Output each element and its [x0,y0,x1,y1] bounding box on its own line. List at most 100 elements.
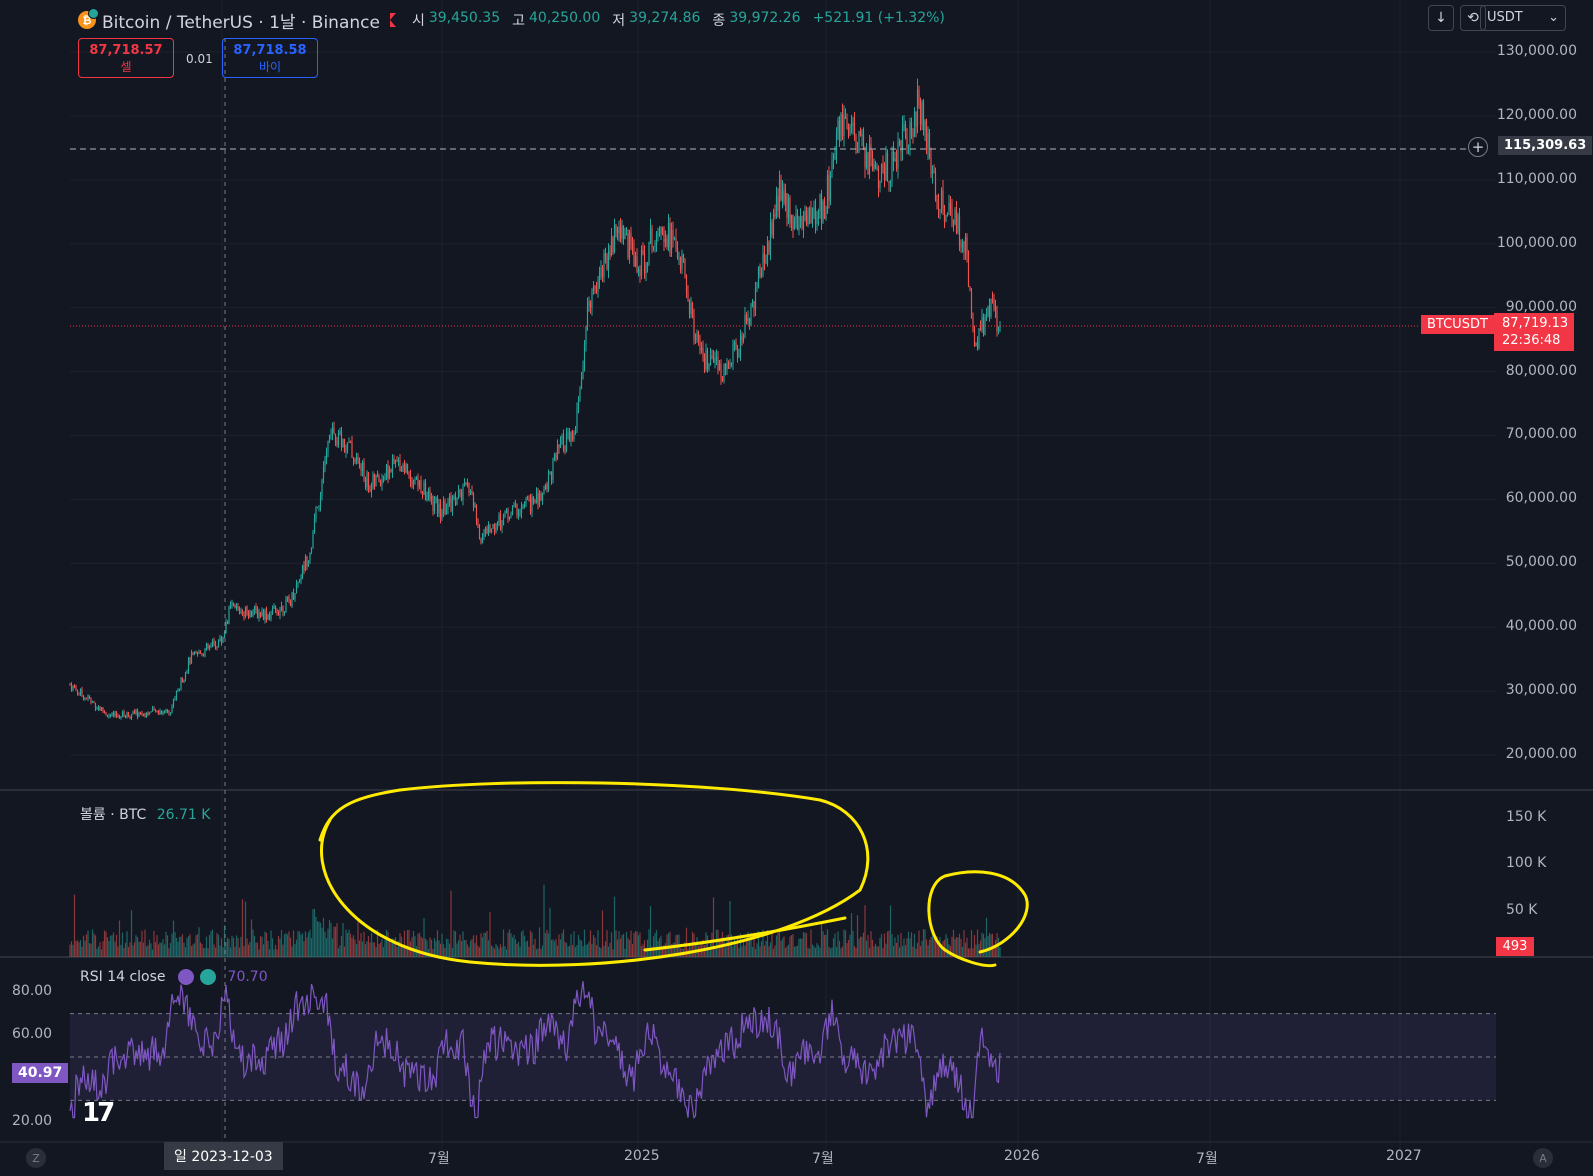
candle-body [118,716,121,719]
volume-bar [883,933,886,957]
volume-bar [573,931,575,957]
candle-body [85,698,88,700]
volume-bar [660,935,662,957]
time-tick-label: 7월 [428,1151,450,1167]
candle-body [585,326,587,344]
download-button[interactable]: ↓ [1428,5,1454,31]
volume-bar [204,947,206,957]
volume-bar [712,897,715,957]
volume-bar [144,929,146,957]
volume-bar [747,931,749,957]
candle-body [838,120,841,142]
candle-body [855,136,857,150]
volume-bar [979,940,982,957]
volume-bar [556,945,559,957]
volume-tick-label: 150 K [1506,809,1547,825]
candle-body [204,649,206,656]
candle-body [75,687,77,691]
volume-bar [435,940,437,957]
volume-bar [795,946,797,957]
candle-body [411,481,413,486]
currency-select[interactable]: USDT ⌄ [1480,5,1566,31]
sell-button[interactable]: 87,718.57 셀 [78,38,174,78]
candle-body [859,131,862,136]
currency-value: USDT [1487,10,1523,25]
time-tick-label: 7월 [812,1151,834,1167]
volume-bar [879,937,881,957]
candle-body [745,314,748,321]
candle-body [906,135,908,148]
candle-body [921,101,923,125]
candle-body [795,214,797,222]
volume-bar [495,943,497,957]
volume-bar [472,935,475,957]
volume-bar [460,940,463,957]
candle-body [208,645,211,648]
volume-bar [543,884,545,957]
candle-body [199,651,202,654]
tradingview-logo[interactable]: 17 [82,1098,115,1128]
volume-bar [448,943,451,957]
volume-bar [93,933,95,957]
candle-body [250,610,253,617]
volume-bar [504,946,506,957]
symbol-header[interactable]: ₿ Bitcoin / TetherUS · 1날 · Binance 시 39,… [78,8,953,33]
volume-bar [84,940,86,957]
candle-body [69,684,71,686]
volume-legend[interactable]: 볼륨 · BTC 26.71 K [80,804,210,824]
candle-body [528,499,530,501]
candle-body [655,233,658,246]
candle-body [430,495,433,500]
volume-bar [757,931,760,957]
alarm-clock-icon[interactable] [199,969,216,985]
flag-icon[interactable] [389,13,396,27]
compare-button[interactable]: ⟲ [1460,5,1486,31]
volume-bar [919,945,922,957]
candle-body [124,715,127,718]
volume-bar [109,935,112,957]
volume-bar [673,942,676,957]
volume-bar [280,930,283,957]
volume-bar [75,941,77,957]
candle-body [169,713,172,715]
candle-body [973,330,976,346]
volume-bar [211,929,214,957]
volume-bar [718,941,721,957]
volume-bar [973,935,976,957]
volume-bar [706,935,709,957]
symbol-tag: BTCUSDT [1421,315,1494,334]
candle-body [396,460,398,462]
candle-body [637,269,640,272]
volume-bar [160,942,163,957]
volume-bar [442,944,445,957]
volume-bar [304,931,307,957]
volume-bar [216,933,218,957]
auto-scale-button[interactable]: A [1533,1148,1553,1168]
volume-bar [351,937,353,957]
symbol-title[interactable]: Bitcoin / TetherUS · 1날 · Binance [102,12,380,33]
candle-body [892,151,895,161]
candle-body [220,637,223,643]
rsi-settings-icon[interactable] [177,969,194,985]
add-alert-icon[interactable]: + [1468,137,1488,157]
candle-body [474,505,476,507]
candle-body [658,233,661,235]
candle-body [291,592,293,607]
candle-body [393,458,395,464]
volume-bar [999,947,1001,957]
zoom-toggle-button[interactable]: Z [26,1148,46,1168]
candle-body [468,482,470,494]
candle-body [507,509,509,520]
volume-bar [822,931,824,957]
candle-body [390,469,392,472]
rsi-legend[interactable]: RSI 14 close 70.70 [80,969,268,985]
candle-body [385,464,388,477]
candle-body [853,122,856,137]
volume-bar [441,933,443,957]
candle-body [589,301,592,308]
candle-body [856,149,859,152]
buy-button[interactable]: 87,718.58 바이 [222,38,318,78]
candle-body [693,315,695,340]
volume-bar [423,917,425,957]
